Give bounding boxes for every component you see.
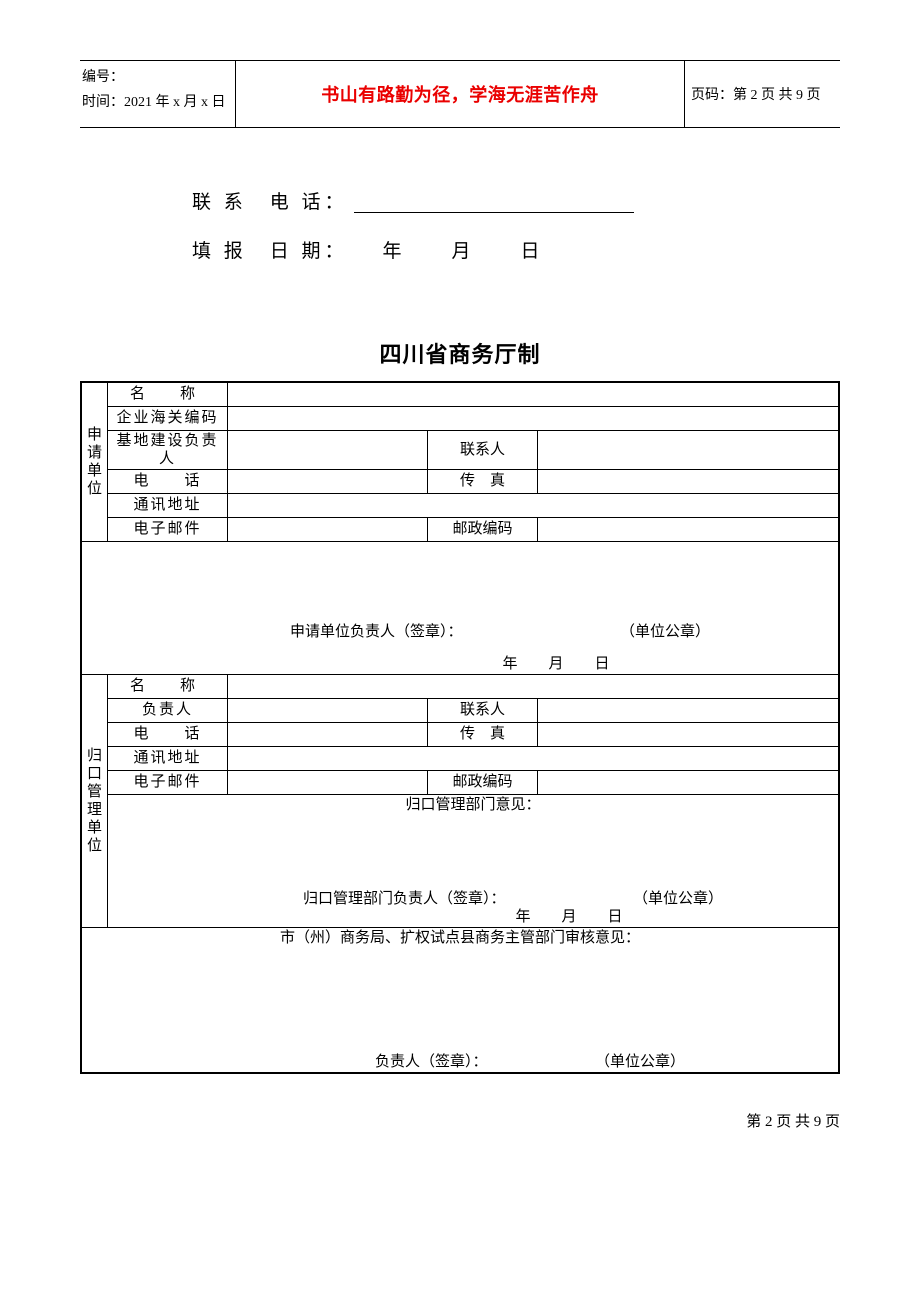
g2-addr-value (228, 746, 839, 770)
g1-name-value (228, 382, 839, 406)
bureau-opinion-label: 市（州）商务局、扩权试点县商务主管部门审核意见： (86, 929, 834, 947)
mgmt-opinion-label: 归口管理部门意见： (112, 796, 834, 814)
g2-fax-label: 传 真 (428, 722, 538, 746)
g2-head-value (228, 698, 428, 722)
g1-code-label: 企业海关编码 (108, 406, 228, 430)
g1-code-value (228, 406, 839, 430)
sig-block-1: 申请单位负责人（签章）： （单位公章） 年 月 日 (82, 541, 839, 674)
g2-name-value (228, 674, 839, 698)
g2-addr-label: 通讯地址 (108, 746, 228, 770)
g2-head-label: 负责人 (108, 698, 228, 722)
fill-date-row: 填 报 日 期： 年 月 日 (192, 227, 840, 276)
fill-date-label: 填 报 日 期： (192, 241, 348, 262)
serial-label: 编号： (82, 65, 233, 90)
fill-date-value: 年 月 日 (383, 241, 544, 262)
g1-fax-value (538, 469, 839, 493)
sig2-label: 归口管理部门负责人（签章）： (303, 891, 506, 907)
g1-email-label: 电子邮件 (108, 517, 228, 541)
doc-header: 编号： 时间：2021 年 x 月 x 日 书山有路勤为径，学海无涯苦作舟 页码… (80, 60, 840, 128)
group1-label: 申请单位 (82, 382, 108, 541)
g2-phone-label: 电 话 (108, 722, 228, 746)
g1-zip-label: 邮政编码 (428, 517, 538, 541)
g2-fax-value (538, 722, 839, 746)
header-motto: 书山有路勤为径，学海无涯苦作舟 (236, 61, 685, 127)
g1-phone-value (228, 469, 428, 493)
g2-email-value (228, 770, 428, 794)
g2-contact-label: 联系人 (428, 698, 538, 722)
section-title: 四川省商务厅制 (80, 337, 840, 369)
sig1-label: 申请单位负责人（签章）： (290, 624, 463, 640)
sig2-seal: （单位公章） (633, 891, 723, 907)
form-wrap: 申请单位 名 称 企业海关编码 基地建设负责人 联系人 电 话 传 真 通讯地址… (80, 381, 840, 1074)
group2-label: 归口管理单位 (82, 674, 108, 927)
sig2-date: 年 月 日 (112, 908, 834, 926)
g2-name-label: 名 称 (108, 674, 228, 698)
g1-addr-value (228, 493, 839, 517)
intro-block: 联 系 电 话： 填 报 日 期： 年 月 日 (80, 128, 840, 277)
phone-label: 联 系 电 话： (192, 192, 348, 213)
g2-phone-value (228, 722, 428, 746)
sig3-seal: （单位公章） (595, 1054, 685, 1070)
g1-addr-label: 通讯地址 (108, 493, 228, 517)
phone-row: 联 系 电 话： (192, 178, 840, 227)
g1-name-label: 名 称 (108, 382, 228, 406)
page-footer: 第 2 页 共 9 页 (80, 1110, 840, 1131)
g1-zip-value (538, 517, 839, 541)
sig-block-3: 市（州）商务局、扩权试点县商务主管部门审核意见： 负责人（签章）： （单位公章） (82, 927, 839, 1072)
g1-email-value (228, 517, 428, 541)
g2-zip-label: 邮政编码 (428, 770, 538, 794)
g1-contact-value (538, 430, 839, 469)
sig-block-2: 归口管理部门意见： 归口管理部门负责人（签章）： （单位公章） 年 月 日 (108, 794, 839, 927)
header-left: 编号： 时间：2021 年 x 月 x 日 (80, 61, 236, 127)
form-table: 申请单位 名 称 企业海关编码 基地建设负责人 联系人 电 话 传 真 通讯地址… (81, 382, 839, 1073)
g1-contact-label: 联系人 (428, 430, 538, 469)
g2-contact-value (538, 698, 839, 722)
g2-zip-value (538, 770, 839, 794)
sig1-seal: （单位公章） (620, 624, 710, 640)
header-pager: 页码：第 2 页 共 9 页 (685, 61, 840, 127)
g1-base-label: 基地建设负责人 (108, 430, 228, 469)
date-label: 时间：2021 年 x 月 x 日 (82, 90, 233, 115)
g1-phone-label: 电 话 (108, 469, 228, 493)
g1-base-value (228, 430, 428, 469)
g2-email-label: 电子邮件 (108, 770, 228, 794)
g1-fax-label: 传 真 (428, 469, 538, 493)
sig3-label: 负责人（签章）： (375, 1054, 488, 1070)
phone-underline (354, 212, 634, 213)
sig1-date: 年 月 日 (86, 655, 834, 673)
